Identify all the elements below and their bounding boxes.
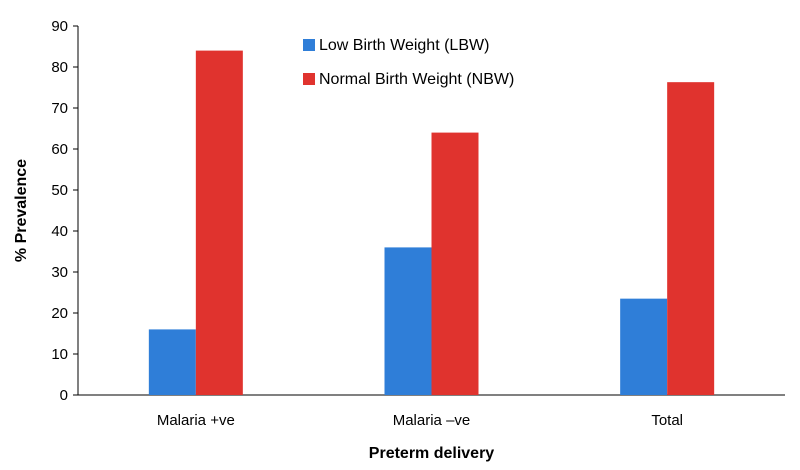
bars bbox=[148, 50, 715, 396]
bar-nbw bbox=[195, 50, 243, 395]
y-tick-label: 30 bbox=[51, 264, 68, 281]
y-tick-label: 0 bbox=[60, 387, 68, 404]
x-axis-ticks: Malaria +ve Malaria –ve Total bbox=[157, 412, 683, 429]
y-axis-ticks: 0 10 20 30 40 50 60 70 80 90 bbox=[51, 18, 78, 404]
y-tick-label: 60 bbox=[51, 141, 68, 158]
y-tick-label: 80 bbox=[51, 59, 68, 76]
y-tick-label: 50 bbox=[51, 182, 68, 199]
y-tick-label: 20 bbox=[51, 305, 68, 322]
legend-swatch bbox=[303, 73, 315, 85]
legend-label: Low Birth Weight (LBW) bbox=[319, 37, 489, 54]
legend-label: Normal Birth Weight (NBW) bbox=[319, 71, 514, 88]
x-tick-label: Malaria +ve bbox=[157, 412, 235, 429]
bar-nbw bbox=[667, 82, 715, 396]
bar-nbw bbox=[431, 132, 479, 395]
y-tick-label: 90 bbox=[51, 18, 68, 35]
legend: Low Birth Weight (LBW) Normal Birth Weigh… bbox=[303, 37, 514, 88]
legend-swatch bbox=[303, 39, 315, 51]
y-axis-title: % Prevalence bbox=[13, 159, 30, 262]
bar-lbw bbox=[384, 247, 432, 395]
y-tick-label: 70 bbox=[51, 100, 68, 117]
y-tick-label: 40 bbox=[51, 223, 68, 240]
bar-lbw bbox=[148, 329, 196, 395]
bar-lbw bbox=[620, 298, 668, 395]
x-tick-label: Total bbox=[651, 412, 683, 429]
x-tick-label: Malaria –ve bbox=[393, 412, 471, 429]
y-tick-label: 10 bbox=[51, 346, 68, 363]
x-axis-title: Preterm delivery bbox=[369, 445, 495, 462]
